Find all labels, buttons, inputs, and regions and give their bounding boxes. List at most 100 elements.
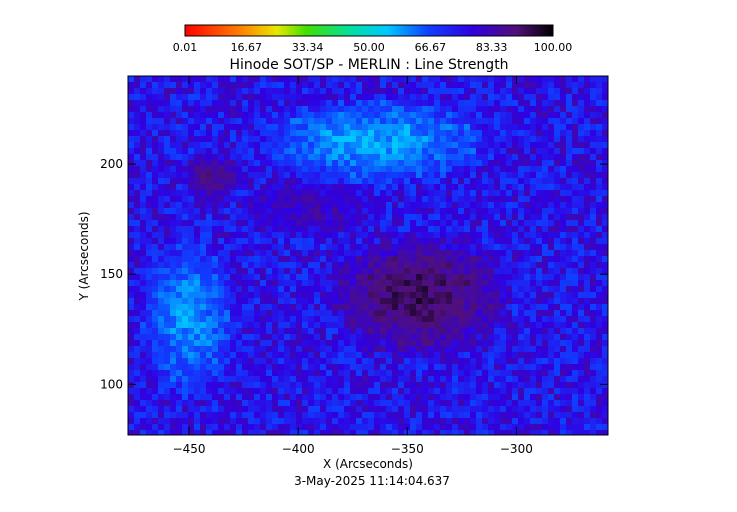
heatmap-cell bbox=[152, 430, 158, 435]
heatmap-cell bbox=[602, 328, 608, 334]
heatmap-cell bbox=[488, 178, 494, 184]
heatmap-cell bbox=[464, 142, 470, 148]
heatmap-cell bbox=[146, 94, 152, 100]
heatmap-cell bbox=[494, 202, 500, 208]
heatmap-cell bbox=[578, 346, 584, 352]
heatmap-cell bbox=[446, 190, 452, 196]
heatmap-cell bbox=[308, 94, 314, 100]
heatmap-cell bbox=[398, 268, 404, 274]
heatmap-cell bbox=[524, 370, 530, 376]
heatmap-cell bbox=[476, 136, 482, 142]
heatmap-cell bbox=[134, 412, 140, 418]
heatmap-cell bbox=[338, 376, 344, 382]
heatmap-cell bbox=[392, 190, 398, 196]
heatmap-cell bbox=[482, 202, 488, 208]
heatmap-cell bbox=[350, 370, 356, 376]
heatmap-cell bbox=[506, 190, 512, 196]
heatmap-cell bbox=[212, 190, 218, 196]
heatmap-cell bbox=[458, 160, 464, 166]
heatmap-cell bbox=[332, 316, 338, 322]
heatmap-cell bbox=[428, 214, 434, 220]
heatmap-cell bbox=[578, 292, 584, 298]
heatmap-cell bbox=[572, 190, 578, 196]
heatmap-cell bbox=[602, 394, 608, 400]
heatmap-cell bbox=[584, 202, 590, 208]
heatmap-cell bbox=[200, 88, 206, 94]
heatmap-cell bbox=[500, 346, 506, 352]
heatmap-cell bbox=[530, 256, 536, 262]
heatmap-cell bbox=[578, 358, 584, 364]
heatmap-cell bbox=[500, 400, 506, 406]
heatmap-cell bbox=[446, 142, 452, 148]
heatmap-cell bbox=[254, 106, 260, 112]
heatmap-cell bbox=[500, 136, 506, 142]
heatmap-cell bbox=[572, 118, 578, 124]
heatmap-cell bbox=[506, 316, 512, 322]
heatmap-cell bbox=[164, 124, 170, 130]
heatmap-cell bbox=[260, 148, 266, 154]
heatmap-cell bbox=[548, 106, 554, 112]
heatmap-cell bbox=[326, 238, 332, 244]
heatmap-cell bbox=[482, 196, 488, 202]
heatmap-cell bbox=[476, 346, 482, 352]
heatmap-cell bbox=[314, 292, 320, 298]
heatmap-cell bbox=[128, 382, 134, 388]
heatmap-cell bbox=[488, 214, 494, 220]
heatmap-cell bbox=[386, 340, 392, 346]
heatmap-cell bbox=[140, 160, 146, 166]
heatmap-cell bbox=[230, 244, 236, 250]
heatmap-cell bbox=[146, 172, 152, 178]
heatmap-cell bbox=[140, 82, 146, 88]
heatmap-cell bbox=[368, 304, 374, 310]
heatmap-cell bbox=[212, 280, 218, 286]
heatmap-cell bbox=[128, 196, 134, 202]
heatmap-cell bbox=[596, 136, 602, 142]
heatmap-cell bbox=[278, 190, 284, 196]
heatmap-cell bbox=[404, 226, 410, 232]
heatmap-cell bbox=[530, 142, 536, 148]
heatmap-cell bbox=[272, 262, 278, 268]
heatmap-cell bbox=[332, 334, 338, 340]
heatmap-cell bbox=[410, 202, 416, 208]
heatmap-cell bbox=[350, 226, 356, 232]
heatmap-cell bbox=[218, 340, 224, 346]
heatmap-cell bbox=[356, 370, 362, 376]
heatmap-cell bbox=[272, 316, 278, 322]
heatmap-cell bbox=[518, 106, 524, 112]
heatmap-cell bbox=[194, 376, 200, 382]
heatmap-cell bbox=[512, 256, 518, 262]
heatmap-cell bbox=[266, 352, 272, 358]
heatmap-cell bbox=[212, 88, 218, 94]
heatmap-cell bbox=[158, 148, 164, 154]
heatmap-cell bbox=[134, 172, 140, 178]
heatmap-cell bbox=[458, 76, 464, 82]
heatmap-cell bbox=[350, 292, 356, 298]
heatmap-cell bbox=[212, 262, 218, 268]
heatmap-cell bbox=[272, 202, 278, 208]
heatmap-cell bbox=[284, 238, 290, 244]
heatmap-cell bbox=[278, 292, 284, 298]
heatmap-cell bbox=[158, 208, 164, 214]
heatmap-cell bbox=[176, 76, 182, 82]
heatmap-cell bbox=[602, 292, 608, 298]
heatmap-cell bbox=[128, 430, 134, 435]
heatmap-cell bbox=[470, 148, 476, 154]
heatmap-cell bbox=[152, 394, 158, 400]
heatmap-cell bbox=[458, 178, 464, 184]
heatmap-cell bbox=[200, 250, 206, 256]
heatmap-cell bbox=[164, 220, 170, 226]
heatmap-cell bbox=[158, 82, 164, 88]
heatmap-cell bbox=[530, 388, 536, 394]
heatmap-cell bbox=[242, 376, 248, 382]
heatmap-cell bbox=[164, 94, 170, 100]
heatmap-cell bbox=[590, 430, 596, 435]
heatmap-cell bbox=[158, 370, 164, 376]
heatmap-cell bbox=[512, 364, 518, 370]
heatmap-cell bbox=[542, 418, 548, 424]
heatmap-cell bbox=[566, 322, 572, 328]
heatmap-cell bbox=[380, 376, 386, 382]
heatmap-cell bbox=[128, 352, 134, 358]
heatmap-cell bbox=[290, 304, 296, 310]
heatmap-cell bbox=[350, 280, 356, 286]
heatmap-cell bbox=[464, 160, 470, 166]
